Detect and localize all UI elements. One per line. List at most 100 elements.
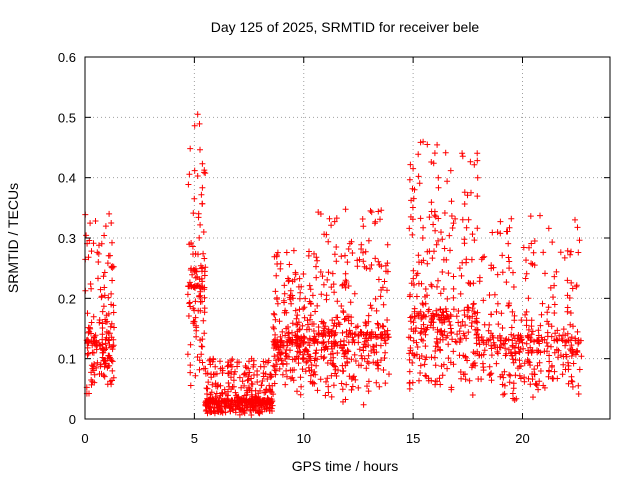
data-point (526, 244, 532, 251)
data-point (95, 275, 101, 282)
data-point (201, 330, 208, 337)
data-point (508, 215, 515, 222)
data-point (85, 329, 92, 336)
data-point (535, 386, 542, 393)
data-point (368, 209, 375, 216)
data-point (551, 301, 558, 308)
data-point (333, 244, 340, 250)
data-point (307, 336, 313, 343)
data-point (417, 215, 424, 222)
data-point (295, 342, 302, 349)
data-point (384, 331, 391, 338)
data-point (110, 309, 117, 316)
data-point (101, 232, 108, 239)
data-point (568, 353, 575, 359)
data-point (299, 366, 306, 373)
data-point (348, 356, 355, 363)
data-point (218, 397, 225, 404)
data-point (85, 350, 92, 357)
data-point (247, 407, 254, 414)
data-point (257, 363, 264, 370)
data-point (299, 351, 306, 358)
data-point (432, 343, 439, 350)
data-point (356, 256, 363, 263)
data-point (225, 380, 232, 386)
data-point (313, 254, 320, 261)
data-point (192, 314, 199, 321)
data-point (437, 347, 444, 354)
data-point (509, 356, 516, 363)
data-point (529, 261, 536, 268)
data-point (528, 260, 535, 267)
data-point (365, 237, 372, 244)
data-point (479, 360, 486, 367)
data-point (567, 251, 574, 258)
data-point (547, 284, 554, 291)
data-point (310, 321, 317, 327)
data-point (528, 240, 535, 247)
data-point (290, 377, 297, 384)
data-point (325, 269, 332, 276)
data-point (568, 342, 575, 349)
data-point (428, 199, 435, 206)
data-point (456, 265, 463, 272)
data-point (486, 321, 493, 328)
data-point (358, 362, 365, 369)
data-point (408, 197, 415, 204)
data-point (560, 326, 567, 333)
data-point (515, 335, 522, 342)
data-point (431, 354, 438, 361)
data-point (264, 398, 271, 405)
data-point (424, 141, 431, 148)
data-point (493, 360, 500, 367)
data-point (296, 295, 303, 302)
data-point (474, 150, 481, 157)
data-point (274, 300, 281, 307)
data-point (229, 405, 236, 412)
data-point (193, 324, 200, 331)
data-point (506, 265, 513, 272)
data-point (277, 339, 284, 346)
data-point (512, 350, 519, 357)
data-point (271, 325, 277, 332)
data-point (381, 278, 388, 285)
data-point (93, 343, 100, 349)
data-point (344, 360, 351, 366)
data-point (192, 372, 199, 379)
data-point (497, 218, 504, 225)
data-point (326, 330, 333, 337)
data-point (108, 220, 115, 226)
data-point (491, 342, 498, 348)
data-point (360, 249, 366, 256)
data-point (293, 315, 300, 322)
data-point (360, 223, 367, 230)
data-point (568, 373, 575, 380)
data-point (354, 263, 361, 270)
data-point (569, 378, 576, 385)
data-point (480, 367, 487, 374)
data-point (531, 238, 538, 244)
x-tick-label: 10 (297, 431, 311, 446)
data-point (223, 391, 229, 397)
data-point (494, 229, 501, 236)
data-point (330, 360, 337, 367)
data-point (101, 269, 108, 276)
data-point (350, 373, 357, 380)
data-point (296, 349, 303, 356)
data-point (505, 240, 512, 247)
data-point (307, 312, 314, 319)
data-point (536, 359, 543, 366)
data-point (193, 268, 200, 275)
data-point (430, 160, 437, 167)
data-point (194, 173, 201, 179)
data-point (409, 379, 416, 386)
data-point (554, 337, 561, 344)
data-point (522, 275, 529, 282)
data-point (534, 362, 541, 369)
data-point (104, 381, 111, 388)
data-point (367, 302, 374, 309)
data-point (510, 284, 517, 290)
data-point (280, 361, 287, 368)
data-point (242, 397, 249, 404)
data-point (355, 332, 362, 339)
